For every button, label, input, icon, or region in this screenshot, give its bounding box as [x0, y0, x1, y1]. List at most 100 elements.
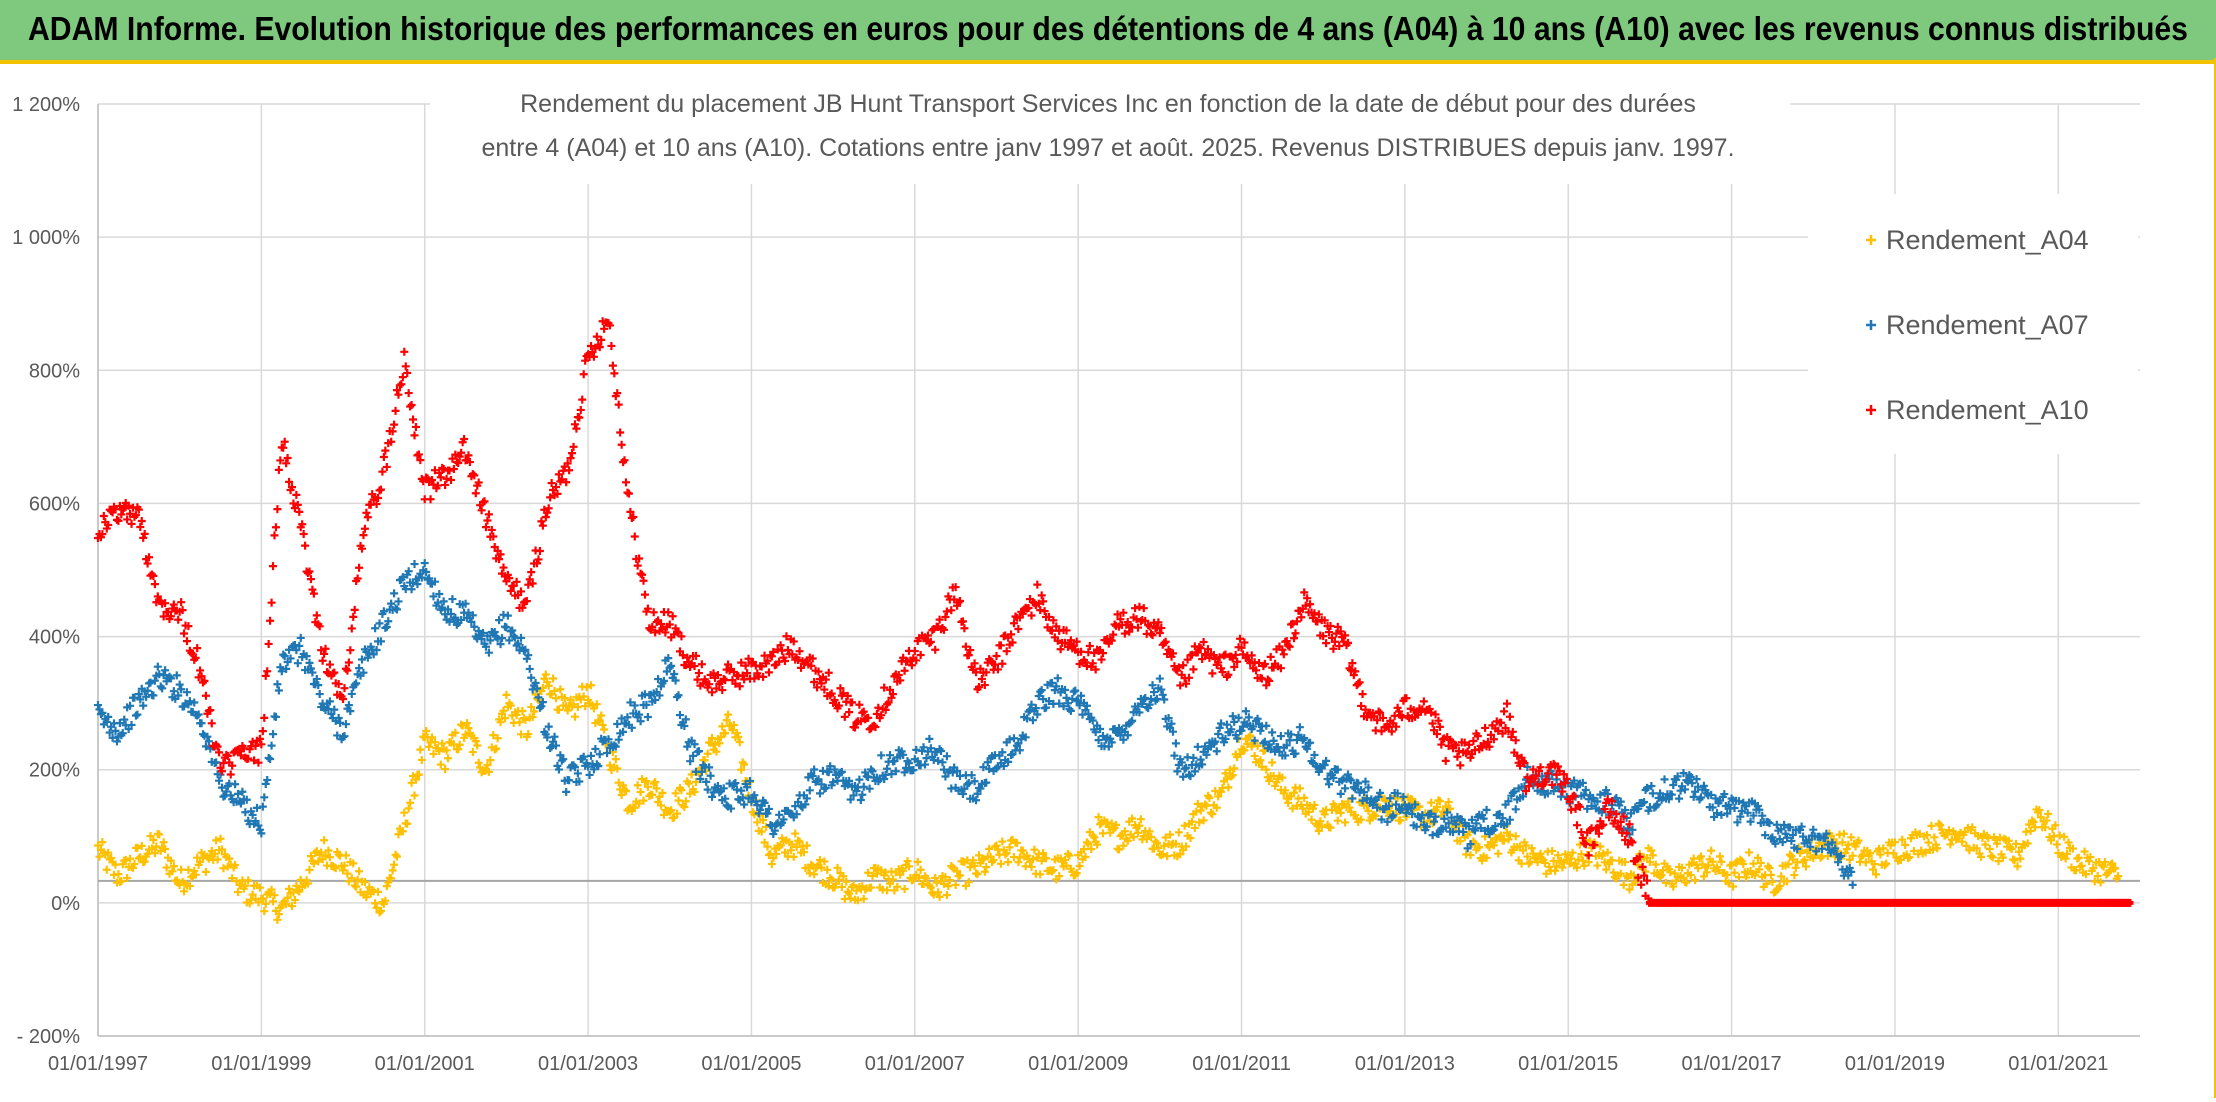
data-point: [1059, 702, 1068, 711]
data-point: [417, 755, 426, 764]
data-point: [826, 874, 835, 883]
data-point: [518, 706, 527, 715]
data-point: [484, 767, 493, 776]
data-point: [1053, 674, 1062, 683]
data-point: [321, 851, 330, 860]
data-point: [524, 730, 533, 739]
data-point: [293, 886, 302, 895]
data-point: [979, 854, 988, 863]
data-point: [1745, 848, 1754, 857]
data-point: [174, 615, 183, 624]
data-point: [308, 585, 317, 594]
data-point: [426, 495, 435, 504]
data-point: [551, 741, 560, 750]
data-point: [486, 636, 495, 645]
data-point: [280, 652, 289, 661]
data-point: [301, 541, 310, 550]
data-point: [406, 798, 415, 807]
data-point: [271, 712, 280, 721]
data-point: [966, 646, 975, 655]
data-point: [1443, 808, 1452, 817]
data-point: [191, 653, 200, 662]
data-point: [684, 779, 693, 788]
data-point: [1150, 688, 1159, 697]
data-point: [886, 751, 895, 760]
data-point: [823, 865, 832, 874]
data-point: [886, 879, 895, 888]
data-point: [235, 747, 244, 756]
data-point: [1187, 817, 1196, 826]
data-point: [126, 701, 135, 710]
data-point: [126, 854, 135, 863]
data-point: [1135, 821, 1144, 830]
data-point: [1427, 809, 1436, 818]
data-point: [718, 686, 727, 695]
x-tick-label: 01/01/2015: [1518, 1053, 1618, 1075]
data-point: [1221, 734, 1230, 743]
data-point: [843, 691, 852, 700]
data-point: [1648, 851, 1657, 860]
data-point: [904, 759, 913, 768]
data-point: [225, 854, 234, 863]
data-point: [1230, 717, 1239, 726]
data-point: [1333, 765, 1342, 774]
data-point: [129, 863, 138, 872]
data-point: [1104, 742, 1113, 751]
data-point: [670, 670, 679, 679]
data-point: [1034, 692, 1043, 701]
data-point: [1021, 733, 1030, 742]
data-point: [1454, 747, 1463, 756]
header-bar: ADAM Informe. Evolution historique des p…: [0, 0, 2216, 64]
data-point: [1123, 731, 1132, 740]
data-point: [1222, 720, 1231, 729]
data-point: [850, 723, 859, 732]
data-point: [1341, 818, 1350, 827]
data-point: [350, 605, 359, 614]
data-point: [1266, 745, 1275, 754]
data-point: [1500, 707, 1509, 716]
legend-label: Rendement_A07: [1886, 310, 2089, 340]
data-point: [445, 466, 454, 475]
data-point: [961, 642, 970, 651]
data-point: [1608, 856, 1616, 865]
data-point: [98, 708, 107, 717]
data-point: [910, 647, 919, 656]
data-point: [381, 446, 390, 455]
data-point: [1584, 795, 1593, 804]
data-point: [1240, 746, 1249, 755]
data-point: [525, 575, 534, 584]
data-point: [347, 689, 356, 698]
data-point: [973, 789, 982, 798]
data-point: [2086, 853, 2095, 862]
data-point: [263, 667, 272, 676]
data-point: [1775, 881, 1784, 890]
data-point: [976, 784, 985, 793]
data-point: [2010, 856, 2019, 865]
data-point: [327, 710, 336, 719]
data-point: [1533, 858, 1542, 867]
data-point: [1628, 825, 1637, 834]
data-point: [1144, 621, 1153, 630]
data-point: [859, 707, 868, 716]
x-tick-label: 01/01/2005: [701, 1053, 801, 1075]
data-point: [1198, 760, 1207, 769]
data-point: [1427, 798, 1436, 807]
data-point: [1093, 840, 1102, 849]
data-point: [1755, 805, 1764, 814]
data-point: [489, 731, 498, 740]
data-point: [1704, 861, 1713, 870]
data-point: [1749, 811, 1758, 820]
data-point: [1044, 612, 1053, 621]
data-point: [1344, 797, 1352, 806]
data-point: [724, 660, 733, 669]
data-point: [1281, 786, 1290, 795]
data-point: [1167, 719, 1176, 728]
data-point: [941, 873, 950, 882]
data-point: [713, 671, 722, 680]
data-point: [1993, 839, 2002, 848]
data-point: [108, 733, 117, 742]
data-point: [1005, 735, 1014, 744]
data-point: [533, 684, 542, 693]
data-point: [1014, 739, 1023, 748]
data-point: [779, 815, 788, 824]
